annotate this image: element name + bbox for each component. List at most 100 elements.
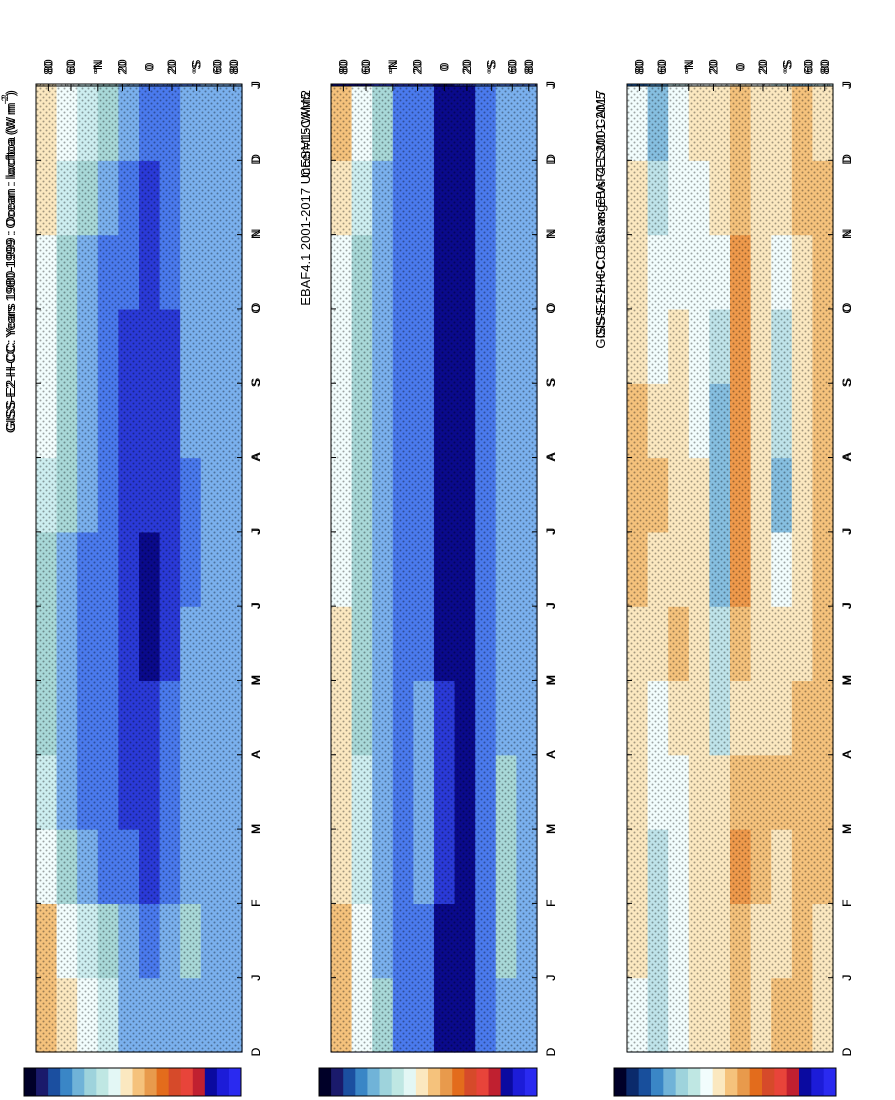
- colorbar-swatch: [524, 1068, 538, 1096]
- latitude-tick-label: 60: [210, 59, 224, 73]
- colorbar-swatch: [823, 1068, 837, 1096]
- month-tick-label: J: [249, 81, 263, 87]
- panel-title-units-exponent: -2: [0, 96, 10, 104]
- month-tick-label: J: [840, 602, 854, 608]
- month-tick-label: J: [544, 602, 558, 608]
- month-tick-label: D: [544, 156, 558, 165]
- month-tick-label: A: [249, 750, 263, 758]
- colorbar-swatch: [96, 1068, 109, 1096]
- latitude-tick-label: 60: [505, 61, 519, 75]
- latitude-tick-label: 60: [801, 61, 815, 75]
- stippling-overlay: [627, 86, 833, 1052]
- colorbar-swatch: [725, 1068, 738, 1096]
- month-tick-label: J: [249, 602, 263, 608]
- colorbar-swatch: [762, 1068, 775, 1096]
- latitude-tick-label: 60: [655, 59, 669, 73]
- latitude-tick-label: 20: [411, 61, 425, 75]
- stippling-overlay: [331, 86, 537, 1052]
- month-tick-label: A: [544, 454, 558, 462]
- month-tick-label: N: [249, 230, 263, 239]
- latitude-tick-label: 80: [227, 59, 241, 73]
- colorbar-swatch: [48, 1068, 61, 1096]
- colorbar-swatch: [228, 1068, 242, 1096]
- latitude-tick-label: 20: [460, 59, 474, 73]
- latitude-tick-label: 60: [64, 61, 78, 75]
- panel-title-text: EBAF4.1 2001-2017 Uncer=15 W/m2: [298, 90, 313, 306]
- latitude-tick-label: 20: [411, 59, 425, 73]
- colorbar-frame: [318, 1067, 538, 1097]
- latitude-tick-label: °S: [190, 62, 204, 75]
- month-tick-label: S: [544, 378, 558, 386]
- month-tick-label: D: [840, 1047, 854, 1056]
- month-tick-label: F: [840, 899, 854, 906]
- latitude-tick-label: °N: [386, 61, 400, 74]
- month-tick-label: J: [544, 83, 558, 89]
- latitude-tick-label: °N: [91, 59, 105, 72]
- latitude-tick-label: 80: [336, 59, 350, 73]
- month-tick-label: N: [840, 230, 854, 239]
- month-tick-label: J: [840, 529, 854, 535]
- colorbar-swatch: [428, 1068, 441, 1096]
- colorbar-swatch: [355, 1068, 368, 1096]
- colorbar-swatch: [614, 1068, 627, 1096]
- panel-title-text: CESM1-CAM5: [298, 92, 313, 177]
- colorbar-swatch: [72, 1068, 85, 1096]
- month-axis: D J F M A M J J A S O N D J: [331, 83, 558, 1056]
- colorbar-swatch: [688, 1068, 701, 1096]
- latitude-tick-label: °S: [485, 60, 499, 73]
- month-tick-label: O: [249, 304, 263, 313]
- colorbar-swatch: [774, 1068, 788, 1096]
- latitude-tick-label: 80: [41, 59, 55, 73]
- colorbar-swatch: [108, 1068, 121, 1096]
- latitude-tick-label: 20: [707, 61, 721, 75]
- colorbar-swatch: [415, 1068, 429, 1096]
- latitude-tick-label: °N: [682, 61, 696, 74]
- month-tick-label: D: [840, 1047, 854, 1056]
- colorbar-swatch: [216, 1068, 230, 1096]
- month-tick-label: S: [840, 378, 854, 386]
- latitude-tick-label: 60: [359, 59, 373, 73]
- month-tick-label: D: [249, 156, 263, 165]
- latitude-tick-label: 60: [505, 59, 519, 73]
- panel-title-units-exponent: -2: [0, 94, 10, 102]
- latitude-tick-label: 80: [522, 59, 536, 73]
- colorbar-swatch: [440, 1068, 453, 1096]
- latitude-tick-label: 60: [64, 59, 78, 73]
- month-tick-label: J: [249, 603, 263, 609]
- month-tick-label: S: [840, 379, 854, 387]
- month-tick-label: F: [840, 900, 854, 907]
- colorbar-swatch: [36, 1068, 49, 1096]
- month-tick-label: D: [249, 1047, 263, 1056]
- latitude-tick-label: 20: [165, 59, 179, 73]
- colorbar-swatch: [811, 1068, 825, 1096]
- latitude-tick-label: 60: [655, 61, 669, 75]
- month-tick-label: J: [249, 529, 263, 535]
- colorbar-swatch: [391, 1068, 405, 1096]
- month-tick-label: J: [249, 83, 263, 89]
- colorbar-swatch: [663, 1068, 677, 1096]
- month-tick-label: A: [840, 452, 854, 460]
- month-tick-label: M: [249, 824, 263, 834]
- colorbar-swatch: [192, 1068, 206, 1096]
- plot-frame: [330, 85, 538, 1053]
- month-tick-label: D: [840, 156, 854, 165]
- plot-frame: [626, 85, 834, 1053]
- latitude-tick-label: 80: [522, 61, 536, 75]
- latitude-axis: 80 60 °N 20 0 20 °S 60 80: [41, 61, 241, 91]
- colorbar-swatch: [120, 1068, 133, 1096]
- panel-title-text: GISS-E2-H-CC: Years 1980-1999 : Ocean : …: [3, 104, 18, 433]
- month-tick-label: J: [840, 81, 854, 87]
- latitude-axis: 80 60 °N 20 0 20 °S 60 80: [632, 61, 832, 91]
- month-tick-label: M: [840, 675, 854, 685]
- month-axis: D J F M A M J J A S O N D J: [36, 83, 263, 1056]
- colorbar-swatch: [60, 1068, 73, 1096]
- latitude-tick-label: 80: [632, 59, 646, 73]
- latitude-tick-label: 20: [116, 61, 130, 75]
- latitude-tick-label: 0: [733, 62, 747, 69]
- latitude-tick-label: °S: [781, 62, 795, 75]
- latitude-tick-label: 80: [818, 61, 832, 75]
- month-tick-label: D: [544, 1047, 558, 1056]
